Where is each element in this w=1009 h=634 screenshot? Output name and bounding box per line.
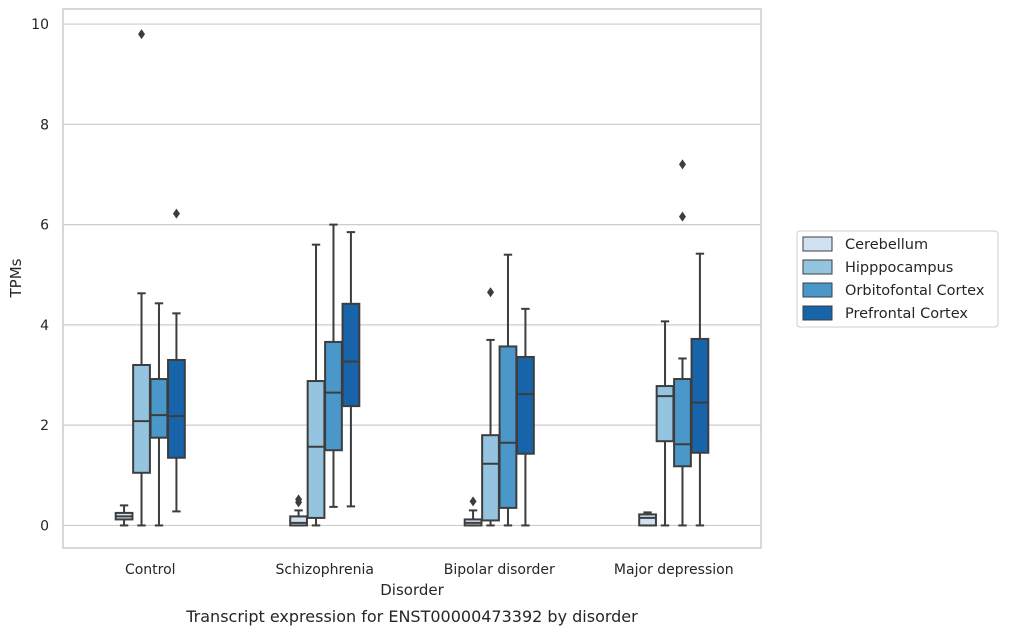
legend-label-3: Prefrontal Cortex bbox=[845, 306, 968, 322]
legend-swatch-2 bbox=[802, 282, 833, 298]
outlier-point bbox=[469, 496, 477, 507]
x-tick-label: Schizophrenia bbox=[276, 562, 374, 578]
box-3-0 bbox=[638, 511, 657, 527]
box-iqr bbox=[655, 385, 675, 443]
box-iqr bbox=[306, 380, 326, 519]
x-axis-label: Disorder bbox=[380, 581, 444, 599]
box-1-0 bbox=[289, 494, 308, 527]
legend: Cerebellum Hipppocampus Orbitofontal Corte… bbox=[796, 230, 999, 328]
box-2-3 bbox=[516, 307, 535, 527]
box-iqr bbox=[324, 340, 343, 452]
box-0-1 bbox=[132, 29, 151, 527]
plot-frame bbox=[62, 8, 762, 549]
box-2-1 bbox=[481, 287, 500, 527]
box-2-0 bbox=[463, 496, 483, 527]
box-iqr bbox=[638, 513, 657, 527]
box-iqr bbox=[167, 358, 186, 459]
y-tick-label: 6 bbox=[40, 218, 49, 234]
box-iqr bbox=[149, 378, 169, 439]
box-series bbox=[114, 29, 710, 527]
box-0-0 bbox=[114, 504, 134, 527]
outlier-point bbox=[678, 159, 686, 170]
legend-swatch-3 bbox=[802, 305, 833, 321]
y-tick-label: 0 bbox=[40, 518, 49, 534]
y-tick-label: 2 bbox=[40, 418, 49, 434]
y-axis-label: TPMs bbox=[7, 258, 25, 298]
legend-label-2: Orbitofontal Cortex bbox=[845, 283, 985, 299]
box-3-3 bbox=[690, 252, 710, 527]
box-iqr bbox=[516, 355, 535, 455]
outlier-point bbox=[678, 211, 686, 222]
box-iqr bbox=[498, 345, 518, 509]
box-1-2 bbox=[324, 223, 343, 508]
box-iqr bbox=[481, 434, 500, 522]
outlier-point bbox=[295, 494, 303, 505]
chart-caption: Transcript expression for ENST0000047339… bbox=[185, 607, 638, 626]
legend-label-0: Cerebellum bbox=[845, 237, 928, 253]
box-0-3 bbox=[167, 208, 186, 513]
legend-swatch-1 bbox=[802, 259, 833, 275]
box-iqr bbox=[341, 302, 361, 408]
legend-swatch-0 bbox=[802, 236, 833, 252]
x-tick-label: Bipolar disorder bbox=[444, 562, 555, 578]
x-tick-label: Major depression bbox=[614, 562, 734, 578]
y-tick-label: 8 bbox=[40, 117, 49, 133]
outlier-point bbox=[138, 29, 146, 40]
y-tick-labels: 0 2 4 6 8 10 bbox=[31, 17, 49, 534]
box-iqr bbox=[690, 337, 710, 454]
outlier-point bbox=[487, 287, 495, 298]
x-tick-labels: Control Schizophrenia Bipolar disorder Majo… bbox=[125, 562, 734, 578]
box-1-3 bbox=[341, 231, 361, 508]
legend-frame bbox=[796, 230, 999, 328]
x-tick-label: Control bbox=[125, 562, 176, 578]
box-iqr bbox=[132, 363, 151, 474]
box-iqr bbox=[289, 515, 308, 527]
legend-label-1: Hipppocampus bbox=[845, 260, 953, 276]
box-iqr bbox=[673, 378, 692, 468]
y-tick-label: 10 bbox=[31, 17, 49, 33]
y-tick-label: 4 bbox=[40, 318, 49, 334]
outlier-point bbox=[172, 208, 180, 219]
